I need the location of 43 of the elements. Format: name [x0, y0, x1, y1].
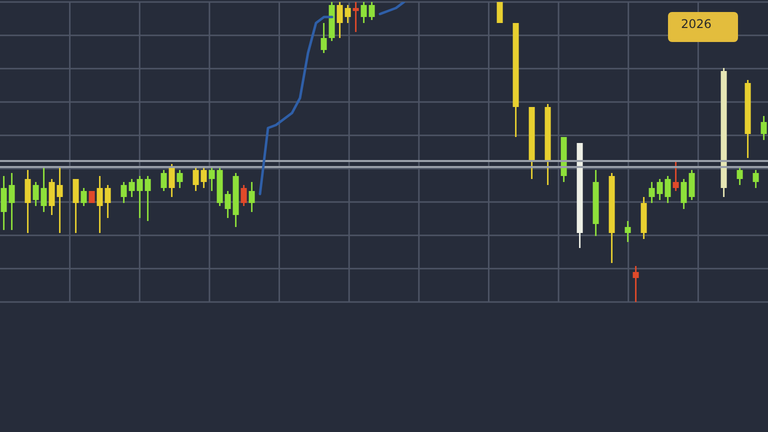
- candlestick: [664, 175, 671, 204]
- candlestick: [344, 4, 351, 24]
- candlestick: [104, 184, 111, 219]
- candlestick: [0, 175, 7, 231]
- candlestick: [360, 1, 367, 24]
- candlestick: [176, 169, 183, 189]
- candlestick: [24, 169, 31, 234]
- candlestick: [128, 178, 135, 198]
- candlestick: [688, 169, 695, 201]
- candlestick: [224, 190, 231, 219]
- candlestick: [168, 163, 175, 198]
- candlestick: [752, 169, 759, 189]
- candlestick: [32, 181, 39, 207]
- candlestick: [136, 175, 143, 219]
- candlestick: [760, 115, 767, 141]
- candlestick: [80, 187, 87, 207]
- candlestick: [48, 178, 55, 216]
- candlestick: [208, 166, 215, 192]
- candlestick: [632, 265, 639, 303]
- candlestick: [736, 166, 743, 186]
- candlestick: [96, 175, 103, 234]
- candlestick: [144, 175, 151, 222]
- candlestick: [40, 166, 47, 213]
- annotation: 2026: [681, 17, 712, 31]
- candlestick: [624, 220, 631, 243]
- candlestick: [240, 184, 247, 207]
- candlestick: [200, 166, 207, 189]
- candlestick: [120, 181, 127, 204]
- candlestick: [352, 1, 359, 33]
- candlestick: [496, 2, 503, 23]
- candlestick: [320, 22, 327, 54]
- candlestick: [160, 169, 167, 192]
- candlestick: [56, 166, 63, 234]
- candlestick: [8, 172, 15, 231]
- candlestick: [656, 178, 663, 201]
- candlestick: [672, 160, 679, 192]
- candlestick: [648, 181, 655, 204]
- candlestick: [72, 178, 79, 234]
- candlestick: [680, 178, 687, 210]
- candlestick: [248, 181, 255, 213]
- candlestick: [368, 1, 375, 21]
- candlestick: [192, 166, 199, 192]
- candlestick: [336, 1, 343, 39]
